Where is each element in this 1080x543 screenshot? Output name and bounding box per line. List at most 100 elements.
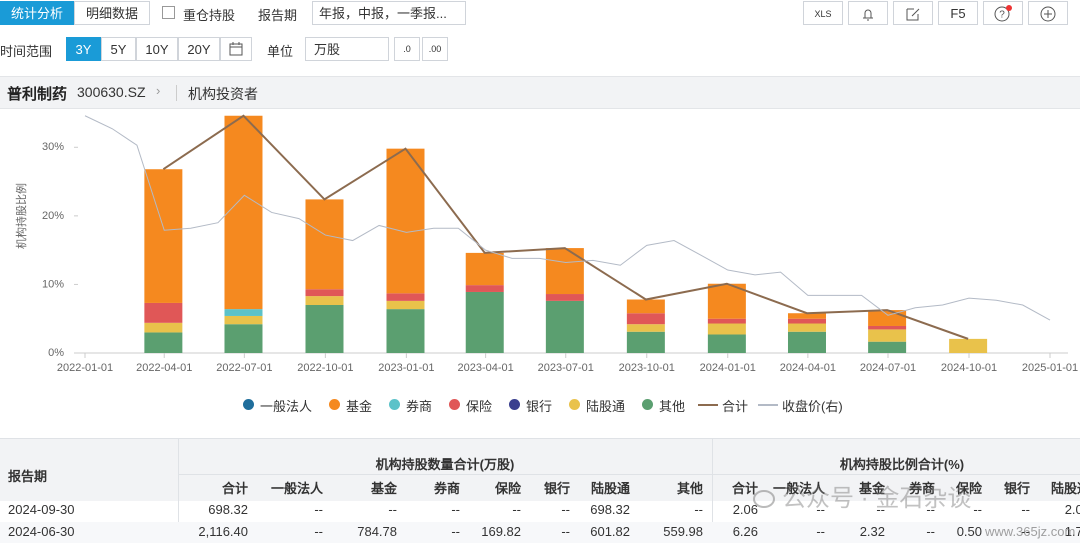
- table-cell: --: [816, 502, 825, 517]
- column-header: 一般法人: [270, 481, 323, 496]
- table-cell: 2,116.40: [198, 524, 248, 539]
- range-label: 时间范围: [0, 44, 53, 59]
- table-cell: --: [816, 524, 825, 539]
- table-cell: 698.32: [590, 502, 630, 517]
- bar-segment: [224, 115, 263, 310]
- bar-segment: [386, 300, 425, 310]
- bar-segment: [626, 299, 665, 314]
- range-button[interactable]: 20Y: [178, 37, 220, 61]
- legend-label: 合计: [722, 399, 749, 414]
- x-tick-label: 2022-04-01: [136, 362, 192, 374]
- y-tick-label: 20%: [42, 210, 64, 222]
- table-cell: 2.06: [1064, 502, 1080, 517]
- table-cell: --: [1021, 502, 1030, 517]
- edit-button[interactable]: [893, 1, 933, 25]
- bar-segment: [224, 315, 263, 325]
- row-stripe: [0, 522, 1080, 543]
- legend-label: 陆股通: [586, 399, 626, 414]
- table-cell: --: [314, 502, 323, 517]
- table-cell: --: [694, 502, 703, 517]
- range-button[interactable]: 5Y: [101, 37, 136, 61]
- help-button[interactable]: ?: [983, 1, 1023, 25]
- column-header: 保险: [494, 481, 521, 496]
- bar-segment: [707, 318, 746, 324]
- add-button[interactable]: [1028, 1, 1068, 25]
- y-tick-label: 30%: [42, 141, 64, 153]
- bar-segment: [144, 322, 183, 333]
- x-tick-label: 2022-01-01: [57, 362, 113, 374]
- table-cell: --: [512, 502, 521, 517]
- bell-icon: [863, 9, 873, 21]
- bar-segment: [386, 148, 425, 294]
- column-header: 陆股通: [1050, 481, 1080, 496]
- legend-swatch: [698, 404, 718, 406]
- bar-segment: [868, 310, 907, 326]
- bar-segment: [545, 294, 584, 301]
- range-button[interactable]: 10Y: [136, 37, 178, 61]
- wechat-icon: [753, 489, 775, 508]
- table-cell: 2.32: [859, 524, 885, 539]
- section-name: 机构投资者: [188, 86, 258, 102]
- table-cell: --: [973, 502, 982, 517]
- bar-segment: [626, 324, 665, 332]
- column-header: 其他: [676, 481, 703, 496]
- x-tick-label: 2024-04-01: [780, 362, 836, 374]
- f5-button[interactable]: F5: [938, 1, 978, 25]
- x-tick-label: 2022-07-01: [216, 362, 272, 374]
- bar-segment: [305, 296, 344, 305]
- watermark: 公众号 · 金石杂谈: [752, 478, 971, 513]
- column-header: 合计: [731, 481, 758, 496]
- calendar-button[interactable]: [220, 37, 252, 61]
- table-cell: 698.32: [208, 502, 248, 517]
- bar-segment: [224, 309, 263, 316]
- decimal-button[interactable]: .00: [422, 37, 448, 61]
- bar-segment: [224, 324, 263, 353]
- period-select[interactable]: 年报，中报，一季报...: [312, 1, 466, 25]
- svg-text:?: ?: [999, 10, 1005, 21]
- bar-segment: [465, 252, 504, 286]
- checkbox[interactable]: [162, 6, 175, 19]
- decimal-button[interactable]: .0: [394, 37, 420, 61]
- bar-segment: [787, 331, 826, 353]
- column-header: 银行: [543, 481, 570, 496]
- tab[interactable]: 明细数据: [74, 1, 150, 25]
- range-button[interactable]: 3Y: [66, 37, 101, 61]
- line-series: [162, 114, 969, 340]
- bar-segment: [465, 291, 504, 353]
- legend-label: 银行: [526, 399, 553, 414]
- column-header: 一般法人: [772, 481, 825, 496]
- xls-button[interactable]: XLS: [803, 1, 843, 25]
- bar-segment: [707, 283, 746, 319]
- breadcrumb-bar: [0, 76, 1080, 109]
- group-header: 机构持股比例合计(%): [839, 457, 965, 472]
- bar-segment: [465, 285, 504, 292]
- table-cell: 6.26: [732, 524, 758, 539]
- x-tick-label: 2023-04-01: [457, 362, 513, 374]
- x-tick-label: 2023-01-01: [378, 362, 434, 374]
- period-cell: 2024-06-30: [8, 524, 75, 539]
- table-cell: 2.06: [732, 502, 758, 517]
- company-code[interactable]: 300630.SZ: [77, 84, 146, 100]
- bell-button[interactable]: [848, 1, 888, 25]
- tab[interactable]: 统计分析: [0, 1, 74, 25]
- table-cell: --: [926, 524, 935, 539]
- bar-segment: [787, 323, 826, 332]
- table-cell: --: [1021, 524, 1030, 539]
- y-tick-label: 0%: [48, 347, 64, 359]
- table-header: [0, 438, 1080, 501]
- bar-segment: [868, 329, 907, 342]
- watermark-site: www.365jz.com: [985, 524, 1076, 539]
- x-tick-label: 2023-07-01: [538, 362, 594, 374]
- col-divider: [178, 438, 179, 543]
- unit-select[interactable]: 万股: [305, 37, 389, 61]
- unit-label: 单位: [267, 44, 294, 59]
- legend-swatch: [243, 399, 254, 410]
- period-label: 报告期: [258, 8, 298, 23]
- chevron: ›: [156, 83, 161, 98]
- edit-icon: [906, 8, 920, 21]
- column-header: 保险: [955, 481, 982, 496]
- bar-segment: [305, 199, 344, 290]
- legend-swatch: [449, 399, 460, 410]
- period-header: 报告期: [8, 469, 48, 484]
